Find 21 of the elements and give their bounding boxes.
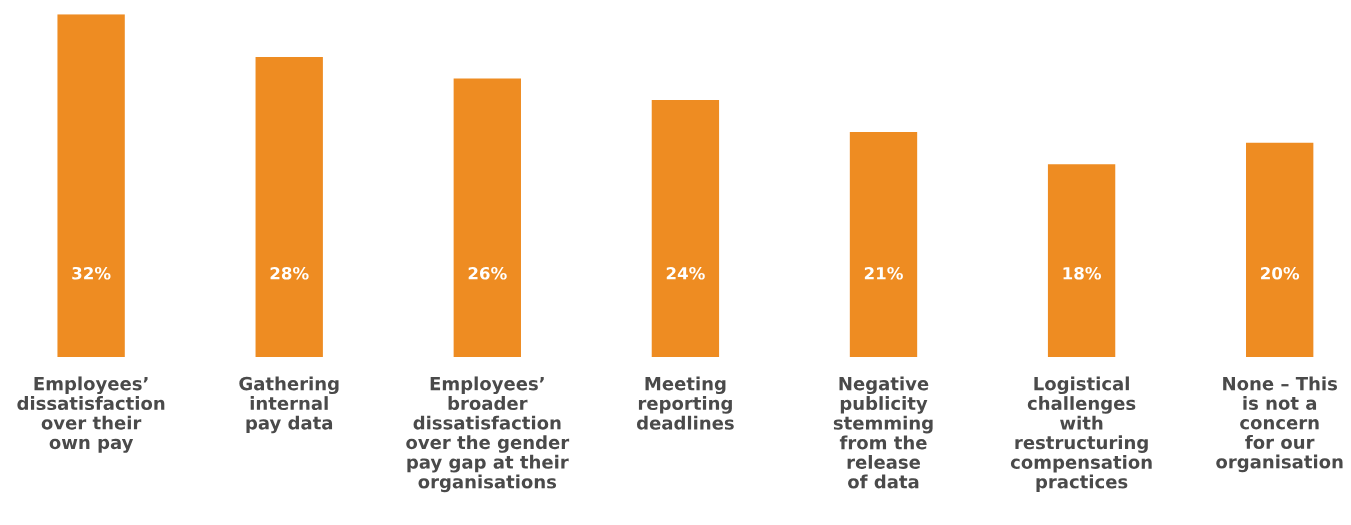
data-label: 26% — [468, 266, 507, 280]
data-label: 20% — [1261, 266, 1300, 280]
x-tick-label: Negative publicity stemming from the release of data — [833, 376, 933, 489]
x-tick-label: Gathering internal pay data — [239, 376, 339, 434]
x-tick-label: Employees’ broader dissatisfaction over the gender pay gap at their organisations — [406, 376, 570, 493]
bar — [849, 132, 918, 357]
bar — [57, 14, 125, 357]
data-label: 32% — [72, 266, 111, 280]
data-label: 24% — [666, 266, 705, 280]
bar — [1047, 164, 1116, 357]
data-label: 18% — [1063, 266, 1102, 280]
data-label: 28% — [270, 266, 309, 280]
x-tick-label: Meeting reporting deadlines — [636, 376, 734, 430]
x-tick-label: Logistical challenges with restructuring compensation practices — [1010, 376, 1152, 492]
bar — [1246, 142, 1314, 357]
x-tick-label: Employees’ dissatisfaction over their own pay — [17, 376, 165, 453]
bar — [453, 78, 521, 357]
x-tick-label: None – This is not a concern for our organisation — [1216, 376, 1343, 473]
bar — [651, 99, 720, 357]
data-label: 21% — [864, 266, 903, 280]
bar — [255, 57, 323, 357]
